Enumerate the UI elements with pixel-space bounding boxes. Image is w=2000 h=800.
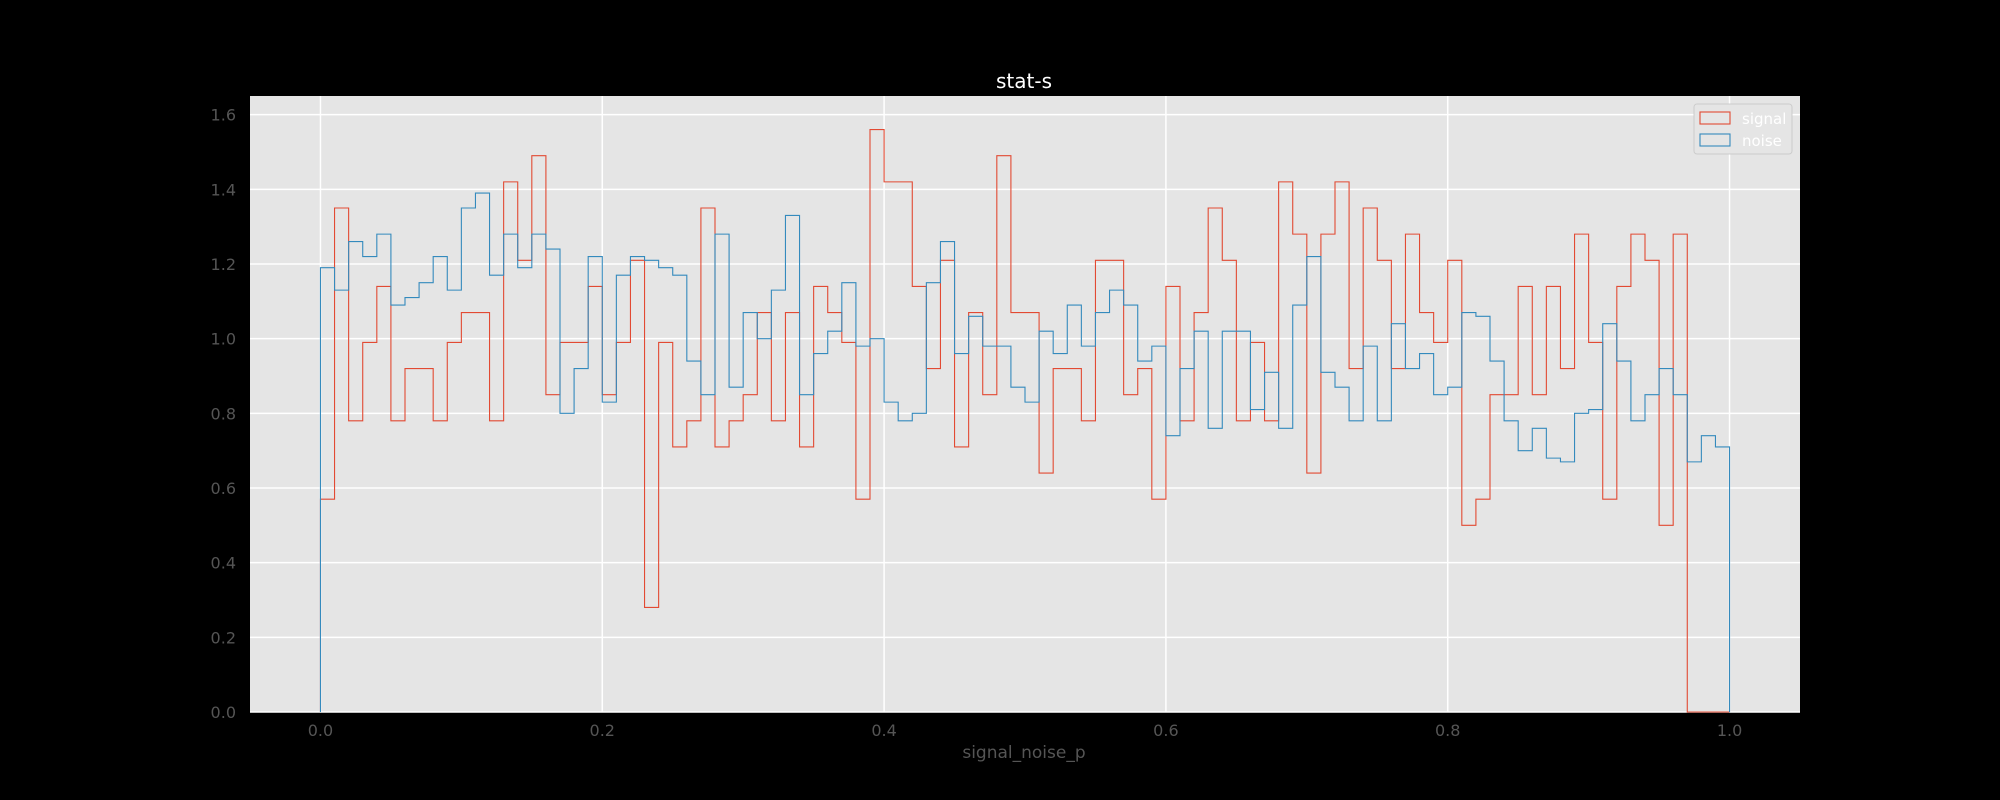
x-tick-label: 0.6 — [1153, 721, 1178, 740]
legend-swatch-signal — [1699, 111, 1731, 125]
grid-lines — [250, 96, 1800, 713]
y-tick-label: 1.2 — [211, 255, 236, 274]
legend-box — [1693, 103, 1793, 155]
series-lines — [319, 129, 1731, 713]
chart-title: stat-s — [996, 69, 1052, 93]
x-tick-label: 0.8 — [1435, 721, 1460, 740]
x-tick-label: 0.2 — [590, 721, 615, 740]
legend-label-signal: signal — [1742, 110, 1786, 128]
x-axis-label: signal_noise_p — [962, 743, 1085, 763]
y-tick-label: 0.2 — [211, 628, 236, 647]
y-tick-label: 1.6 — [211, 106, 236, 125]
series-noise-step-line — [319, 192, 1731, 712]
x-axis-ticks: 0.0 0.2 0.4 0.6 0.8 1.0 — [308, 721, 1743, 740]
series-signal-step-line — [319, 129, 1730, 713]
y-tick-label: 0.4 — [211, 554, 236, 573]
y-tick-label: 0.6 — [211, 479, 236, 498]
legend: signal noise — [1693, 103, 1793, 155]
y-tick-label: 1.0 — [211, 330, 236, 349]
y-tick-label: 0.8 — [211, 404, 236, 423]
y-tick-label: 1.4 — [211, 180, 236, 199]
x-tick-label: 1.0 — [1717, 721, 1742, 740]
legend-swatch-noise — [1699, 133, 1731, 147]
y-axis-ticks: 0.0 0.2 0.4 0.6 0.8 1.0 1.2 1.4 1.6 — [211, 106, 236, 722]
x-tick-label: 0.4 — [871, 721, 896, 740]
legend-label-noise: noise — [1742, 132, 1782, 150]
plot-area — [250, 96, 1800, 712]
y-tick-label: 0.0 — [211, 703, 236, 722]
x-tick-label: 0.0 — [308, 721, 333, 740]
